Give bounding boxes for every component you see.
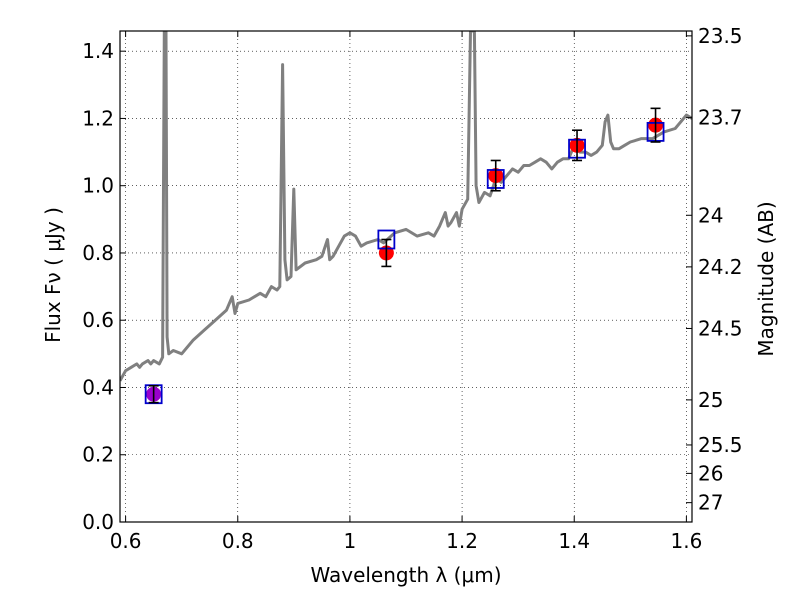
grid (120, 31, 692, 523)
y2-axis-label: Magnitude (AB) (754, 201, 778, 356)
x-tick-label: 1.4 (558, 529, 590, 553)
y-tick-label: 0.6 (82, 308, 114, 332)
x-tick-label: 1 (344, 529, 357, 553)
mag-tick-label: 25 (698, 388, 723, 412)
mag-tick-label: 24.2 (698, 255, 743, 279)
mag-tick-label: 23.7 (698, 106, 743, 130)
y-tick-label: 0.8 (82, 241, 114, 265)
model-spectrum-line (120, 31, 692, 382)
x-tick-label: 0.8 (222, 529, 254, 553)
y-tick-label: 1.0 (82, 174, 114, 198)
spectrum-layer (120, 31, 692, 382)
y-tick-label: 1.4 (82, 39, 114, 63)
y-tick-label: 0.0 (82, 510, 114, 534)
x-tick-label: 0.6 (110, 529, 142, 553)
mag-tick-label: 23.5 (698, 24, 743, 48)
mag-tick-label: 24 (698, 203, 723, 227)
mag-tick-label: 24.5 (698, 316, 743, 340)
photometry-layer (144, 107, 665, 405)
y-axis-label: Flux Fν ( μJy ) (41, 207, 65, 343)
plot-frame (119, 30, 693, 523)
x-axis-label: Wavelength λ (μm) (310, 563, 501, 587)
mag-tick-label: 25.5 (698, 433, 743, 457)
y-tick-label: 0.4 (82, 375, 114, 399)
ticks: 0.6 0.8 1 1.2 1.4 1.6 0.0 0.2 0.4 0.6 0.8 1.0 1.2 1.4… (82, 24, 742, 553)
y-tick-label: 0.2 (82, 443, 114, 467)
x-tick-label: 1.2 (446, 529, 478, 553)
y-tick-label: 1.2 (82, 106, 114, 130)
x-tick-label: 1.6 (670, 529, 702, 553)
mag-tick-label: 27 (698, 491, 723, 515)
mag-tick-label: 26 (698, 461, 723, 485)
